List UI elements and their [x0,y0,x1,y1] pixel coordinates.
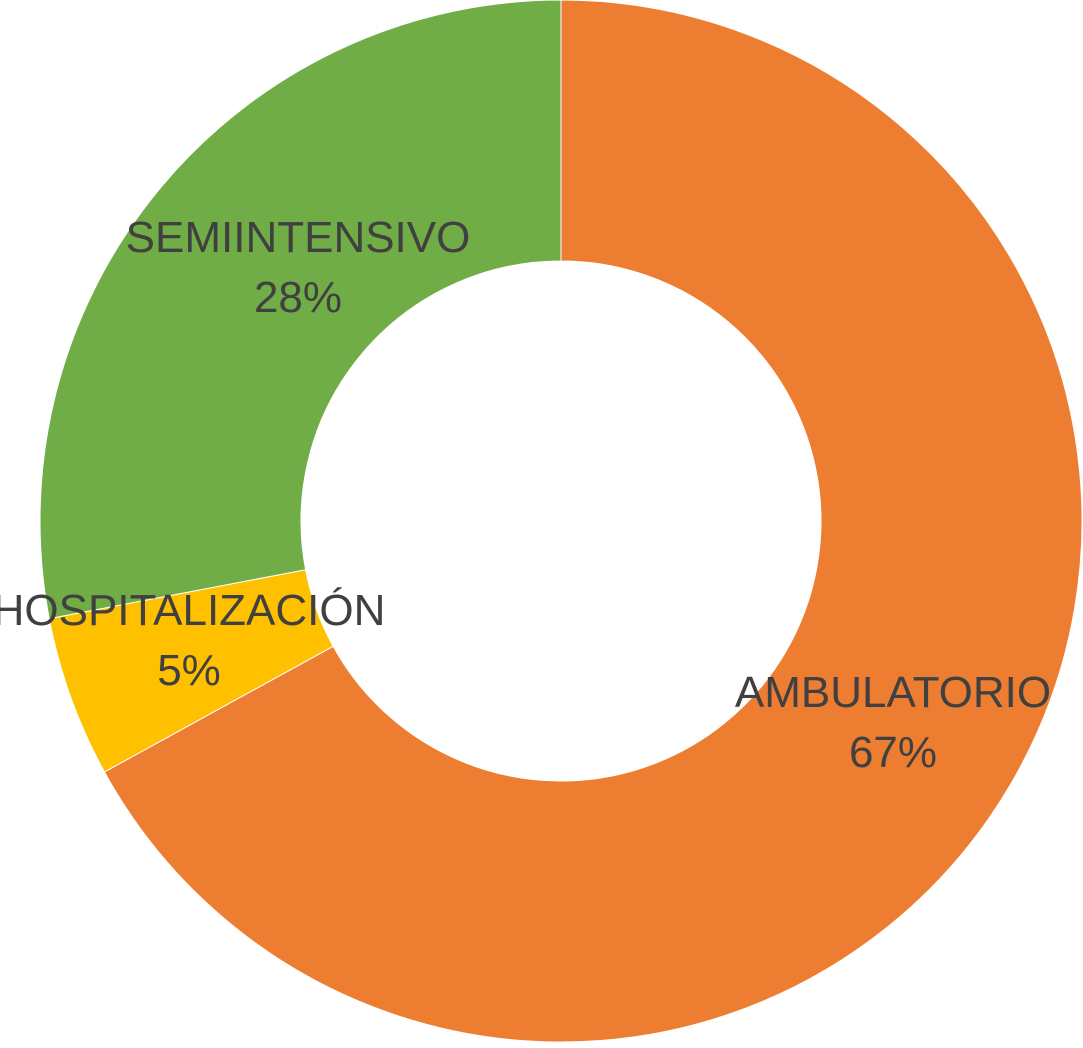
slice-value-hospitalizacion: 5% [157,646,221,695]
labels-layer: AMBULATORIO 67% HOSPITALIZACIÓN 5% SEMIINTEN… [0,213,1051,777]
slice-value-ambulatorio: 67% [849,728,937,777]
slice-label-hospitalizacion: HOSPITALIZACIÓN [0,586,385,635]
slice-label-ambulatorio: AMBULATORIO [735,668,1051,717]
slice-label-semiintensivo: SEMIINTENSIVO [126,213,471,262]
slice-value-semiintensivo: 28% [254,273,342,322]
slice-ambulatorio [103,0,1083,1043]
slice-semiintensivo [39,0,562,620]
slices-layer [39,0,1083,1043]
